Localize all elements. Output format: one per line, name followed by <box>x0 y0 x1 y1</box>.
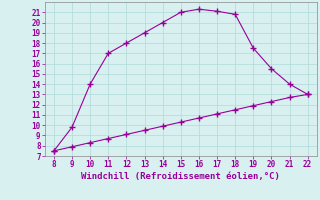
X-axis label: Windchill (Refroidissement éolien,°C): Windchill (Refroidissement éolien,°C) <box>81 172 280 181</box>
